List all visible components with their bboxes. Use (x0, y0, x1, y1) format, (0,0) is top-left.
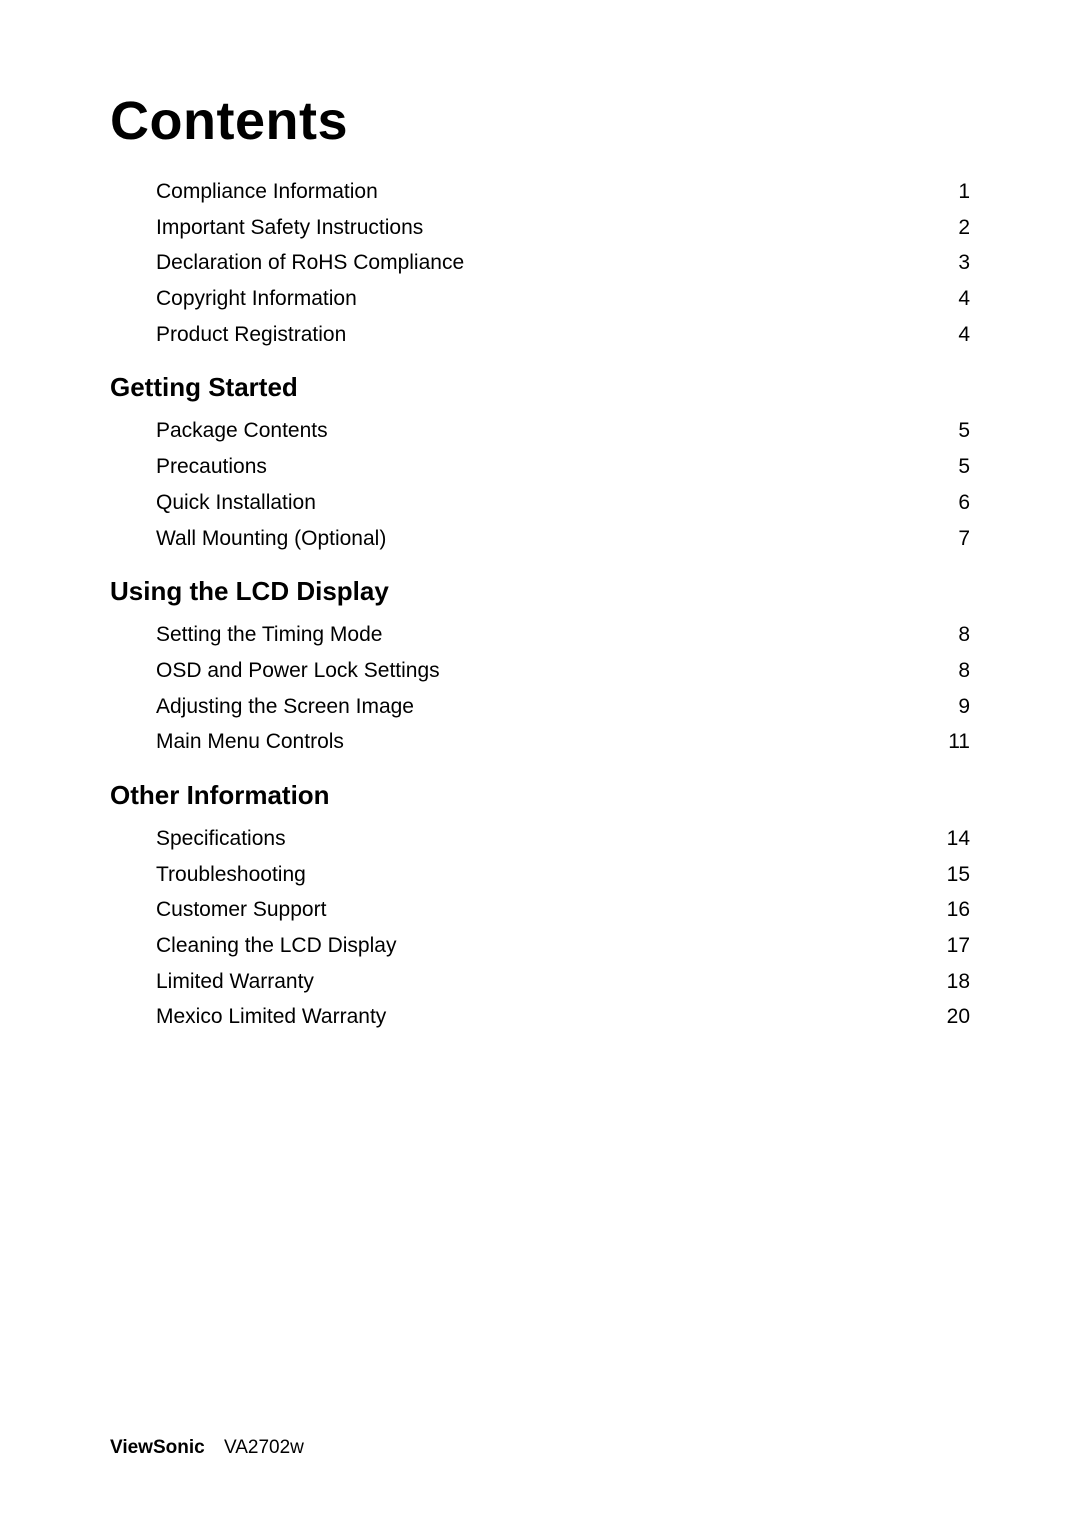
toc-label: Adjusting the Screen Image (156, 689, 414, 725)
toc-page: 16 (940, 892, 970, 928)
toc-label: Important Safety Instructions (156, 210, 423, 246)
toc-label: Precautions (156, 449, 267, 485)
toc-label: Copyright Information (156, 281, 357, 317)
toc-row: Compliance Information 1 (156, 174, 970, 210)
toc-row: Customer Support 16 (156, 892, 970, 928)
toc-page: 17 (940, 928, 970, 964)
toc-page: 4 (940, 317, 970, 353)
toc-label: Limited Warranty (156, 964, 314, 1000)
toc-page: 7 (940, 521, 970, 557)
toc-label: Product Registration (156, 317, 346, 353)
footer-brand: ViewSonic (110, 1437, 205, 1458)
toc-page: 8 (940, 617, 970, 653)
footer: ViewSonic VA2702w (110, 1437, 304, 1459)
toc-page: 6 (940, 485, 970, 521)
toc-row: Setting the Timing Mode 8 (156, 617, 970, 653)
toc-row: Mexico Limited Warranty 20 (156, 999, 970, 1035)
toc-row: Declaration of RoHS Compliance 3 (156, 245, 970, 281)
toc-label: Troubleshooting (156, 857, 306, 893)
toc-row: Cleaning the LCD Display 17 (156, 928, 970, 964)
footer-model: VA2702w (224, 1437, 304, 1458)
toc-row: OSD and Power Lock Settings 8 (156, 653, 970, 689)
toc-page: 14 (940, 821, 970, 857)
section-heading-other-info: Other Information (110, 780, 970, 811)
section-heading-getting-started: Getting Started (110, 372, 970, 403)
toc-label: Package Contents (156, 413, 328, 449)
toc-page: 3 (940, 245, 970, 281)
section-heading-using-lcd: Using the LCD Display (110, 576, 970, 607)
toc-row: Package Contents 5 (156, 413, 970, 449)
toc-page: 15 (940, 857, 970, 893)
toc-row: Quick Installation 6 (156, 485, 970, 521)
toc-section-getting-started: Package Contents 5 Precautions 5 Quick I… (156, 413, 970, 556)
toc-page: 11 (940, 724, 970, 760)
toc-page: 9 (940, 689, 970, 725)
toc-label: Setting the Timing Mode (156, 617, 382, 653)
toc-label: Cleaning the LCD Display (156, 928, 396, 964)
page: Contents Compliance Information 1 Import… (0, 0, 1080, 1527)
toc-label: OSD and Power Lock Settings (156, 653, 440, 689)
toc-row: Wall Mounting (Optional) 7 (156, 521, 970, 557)
toc-page: 20 (940, 999, 970, 1035)
toc-row: Product Registration 4 (156, 317, 970, 353)
toc-page: 5 (940, 449, 970, 485)
toc-row: Specifications 14 (156, 821, 970, 857)
toc-row: Limited Warranty 18 (156, 964, 970, 1000)
toc-page: 5 (940, 413, 970, 449)
toc-label: Customer Support (156, 892, 326, 928)
toc-row: Copyright Information 4 (156, 281, 970, 317)
toc-section-other-info: Specifications 14 Troubleshooting 15 Cus… (156, 821, 970, 1035)
toc-row: Important Safety Instructions 2 (156, 210, 970, 246)
toc-row: Precautions 5 (156, 449, 970, 485)
toc-page: 1 (940, 174, 970, 210)
toc-section-intro: Compliance Information 1 Important Safet… (156, 174, 970, 352)
toc-page: 18 (940, 964, 970, 1000)
toc-label: Compliance Information (156, 174, 378, 210)
toc-row: Main Menu Controls 11 (156, 724, 970, 760)
toc-row: Troubleshooting 15 (156, 857, 970, 893)
toc-label: Mexico Limited Warranty (156, 999, 386, 1035)
toc-label: Declaration of RoHS Compliance (156, 245, 464, 281)
toc-label: Wall Mounting (Optional) (156, 521, 386, 557)
toc-page: 8 (940, 653, 970, 689)
toc-label: Specifications (156, 821, 286, 857)
toc-page: 4 (940, 281, 970, 317)
toc-page: 2 (940, 210, 970, 246)
page-title: Contents (110, 90, 970, 152)
toc-label: Main Menu Controls (156, 724, 344, 760)
toc-section-using-lcd: Setting the Timing Mode 8 OSD and Power … (156, 617, 970, 760)
toc-label: Quick Installation (156, 485, 316, 521)
toc-row: Adjusting the Screen Image 9 (156, 689, 970, 725)
